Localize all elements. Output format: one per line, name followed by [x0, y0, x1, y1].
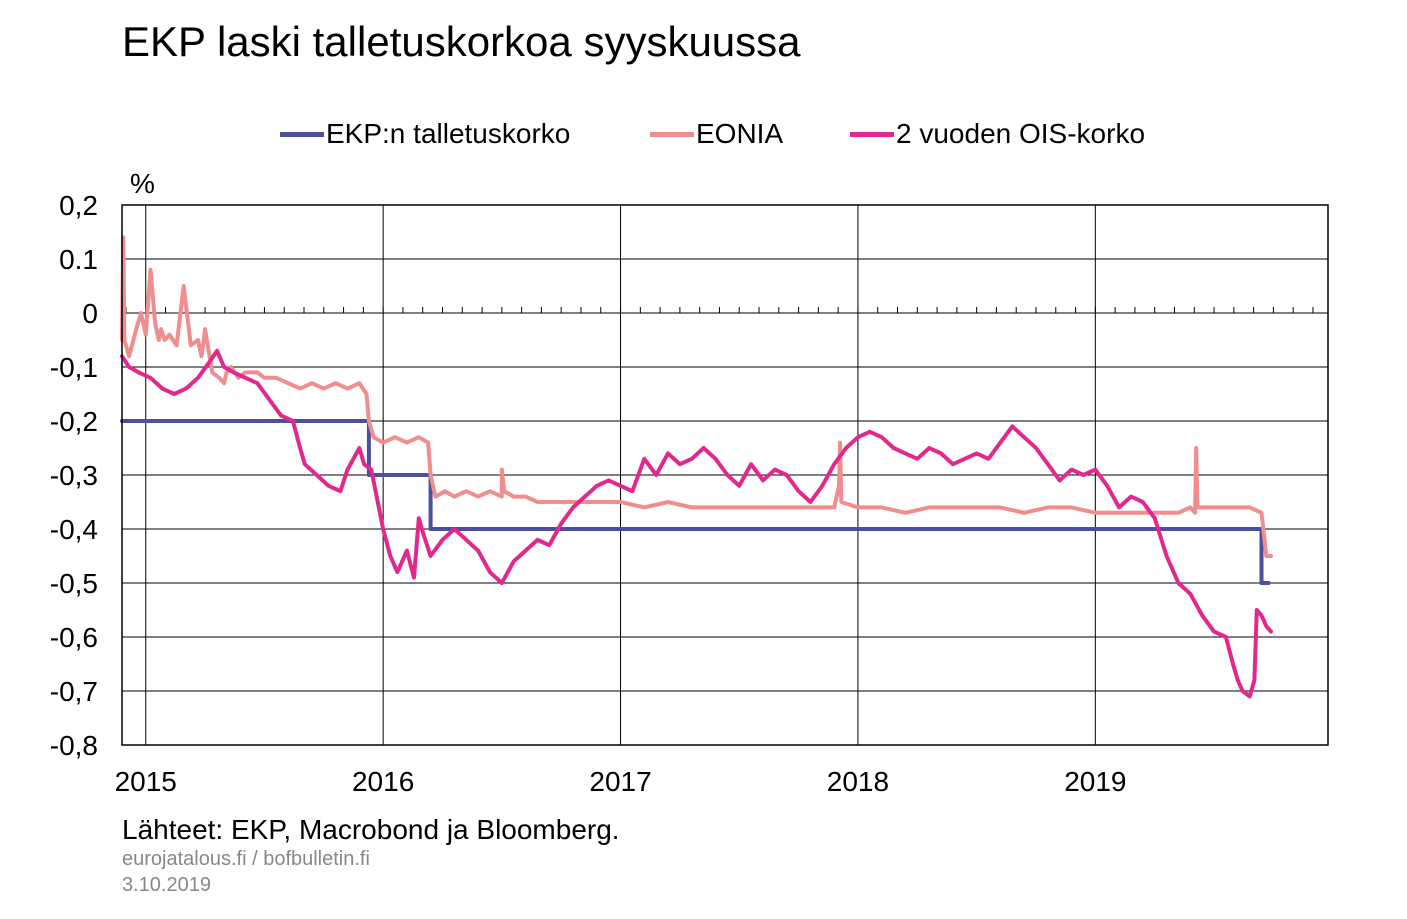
y-tick-label: -0,2 — [50, 406, 98, 437]
legend-item-eonia: EONIA — [650, 118, 783, 150]
x-tick-label: 2017 — [589, 766, 651, 797]
legend-label-ois: 2 vuoden OIS-korko — [896, 118, 1146, 149]
x-tick-label: 2018 — [827, 766, 889, 797]
source-note: Lähteet: EKP, Macrobond ja Bloomberg. — [122, 814, 620, 845]
legend-item-ois: 2 vuoden OIS-korko — [850, 118, 1145, 150]
legend-label-eonia: EONIA — [696, 118, 784, 149]
y-tick-label: -0,1 — [50, 352, 98, 383]
plot-frame — [121, 204, 1329, 746]
x-tick-label: 2016 — [352, 766, 414, 797]
legend-swatch-ois — [850, 131, 894, 137]
x-tick-label: 2015 — [115, 766, 177, 797]
y-tick-label: 0,2 — [59, 190, 98, 221]
y-tick-label: -0,6 — [50, 622, 98, 653]
series-lines — [120, 235, 1273, 699]
legend-label-deposit: EKP:n talletuskorko — [326, 118, 571, 149]
y-tick-label: 0.1 — [59, 244, 98, 275]
date-note: 3.10.2019 — [122, 874, 211, 896]
series-line-eonia — [120, 235, 1273, 558]
y-tick-label: -0,7 — [50, 676, 98, 707]
y-tick-label: 0 — [82, 298, 98, 329]
legend: EKP:n talletuskorko EONIA 2 vuoden OIS-k… — [0, 118, 1407, 158]
series-line-ois — [120, 348, 1273, 699]
legend-item-deposit: EKP:n talletuskorko — [280, 118, 570, 150]
y-tick-label: -0,5 — [50, 568, 98, 599]
legend-swatch-eonia — [650, 131, 694, 137]
y-tick-label: -0,3 — [50, 460, 98, 491]
site-note: eurojatalous.fi / bofbulletin.fi — [122, 848, 370, 870]
legend-swatch-deposit — [280, 131, 324, 137]
chart-title: EKP laski talletuskorkoa syyskuussa — [122, 18, 801, 65]
y-tick-label: -0,8 — [50, 730, 98, 761]
axis-ticks: 0,2 0.1 0 -0,1 -0,2 -0,3 -0,4 -0,5 -0,6 -0,7 -0,8 2… — [50, 190, 1314, 797]
y-tick-label: -0,4 — [50, 514, 98, 545]
series-line-deposit — [120, 419, 1271, 585]
x-tick-label: 2019 — [1064, 766, 1126, 797]
y-axis-unit-label: % — [130, 168, 155, 199]
